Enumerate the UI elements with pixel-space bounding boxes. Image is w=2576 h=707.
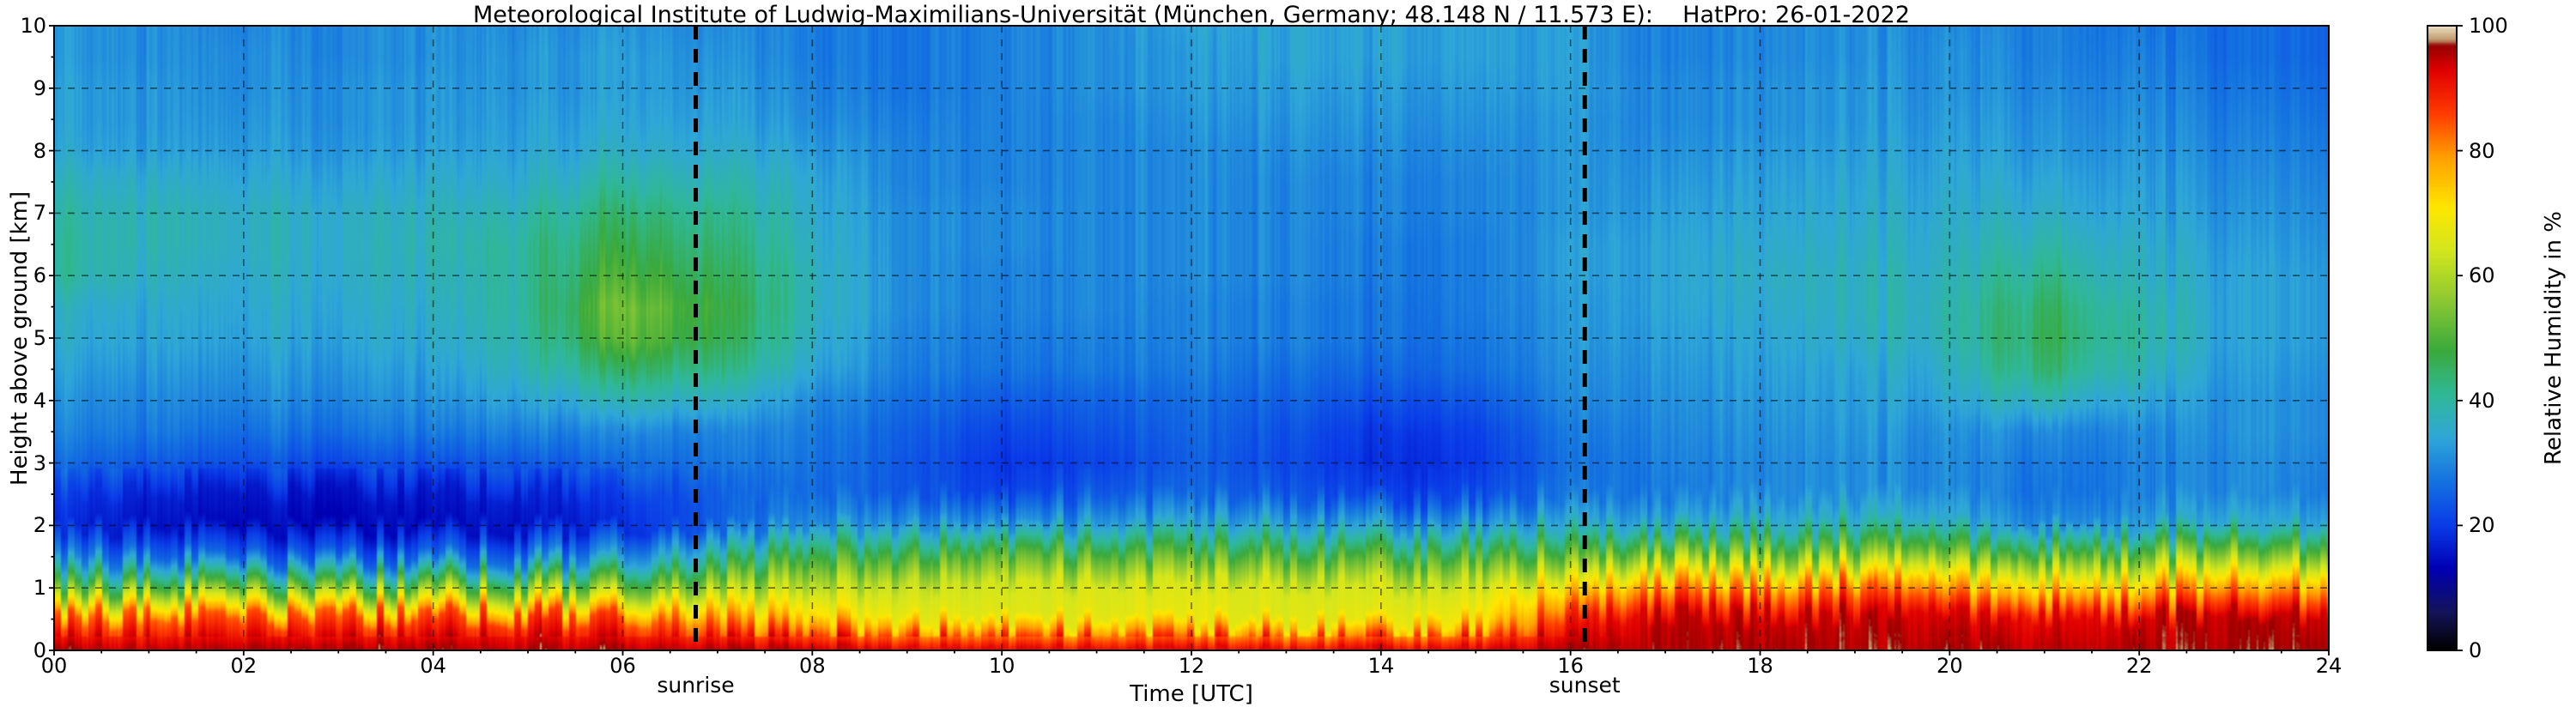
- x-tick-label: 14: [1367, 654, 1395, 678]
- colorbar-tick-label: 40: [2469, 388, 2495, 413]
- colorbar-tick-label: 100: [2469, 14, 2508, 38]
- x-tick-label: 20: [1937, 654, 1963, 678]
- x-tick-label: 18: [1747, 654, 1773, 678]
- x-tick-label: 24: [2315, 654, 2343, 678]
- humidity-heatmap: [54, 26, 2329, 650]
- colorbar-tick-label: 60: [2469, 263, 2495, 288]
- x-tick-label: 04: [420, 654, 446, 678]
- colorbar-tick-label: 20: [2469, 513, 2495, 538]
- sunset-label: sunset: [1549, 673, 1621, 698]
- x-tick-label: 10: [988, 654, 1015, 678]
- y-tick-label: 6: [33, 263, 46, 288]
- colorbar-tick-label: 0: [2469, 638, 2482, 662]
- y-tick-label: 0: [33, 638, 46, 662]
- colorbar-label: Relative Humidity in %: [2541, 211, 2567, 465]
- figure-title: Meteorological Institute of Ludwig-Maxim…: [472, 2, 1911, 28]
- colorbar: [2428, 26, 2457, 650]
- x-tick-label: 22: [2125, 654, 2153, 678]
- y-tick-label: 1: [33, 576, 46, 601]
- y-tick-label: 3: [33, 450, 46, 475]
- x-tick-label: 08: [799, 654, 826, 678]
- x-tick-label: 02: [230, 654, 258, 678]
- y-tick-label: 9: [33, 76, 46, 100]
- colorbar-tick-label: 80: [2469, 138, 2495, 163]
- y-tick-label: 10: [20, 14, 46, 38]
- y-tick-label: 7: [33, 201, 46, 226]
- x-tick-label: 06: [609, 654, 636, 678]
- x-tick-label: 16: [1557, 654, 1584, 678]
- x-tick-label: 12: [1178, 654, 1205, 678]
- y-tick-label: 4: [33, 388, 46, 413]
- x-tick-label: 00: [40, 654, 68, 678]
- sunrise-label: sunrise: [657, 673, 735, 698]
- x-axis-label: Time [UTC]: [1130, 681, 1253, 707]
- y-tick-label: 5: [33, 326, 46, 350]
- y-tick-label: 8: [33, 138, 46, 163]
- y-tick-label: 2: [33, 513, 46, 538]
